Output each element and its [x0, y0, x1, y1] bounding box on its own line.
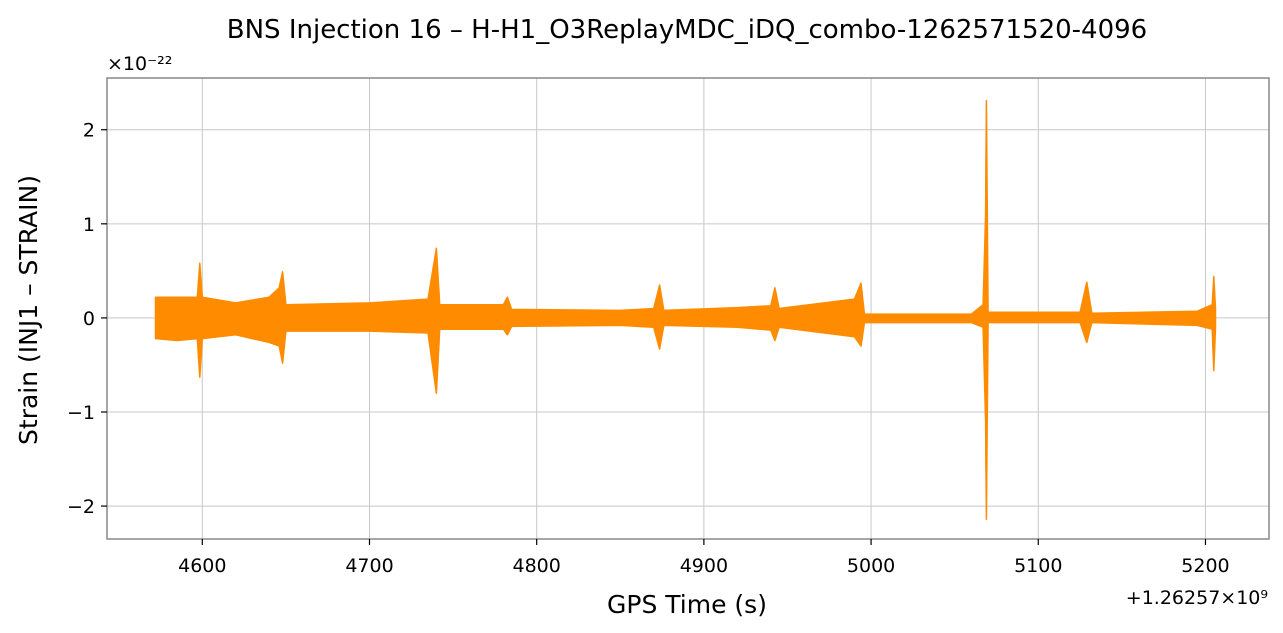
x-tick-label: 4700 — [345, 555, 393, 577]
series-strain — [154, 99, 1217, 520]
y-tick-label: 2 — [83, 120, 95, 142]
x-axis-label: GPS Time (s) — [607, 590, 767, 619]
y-tick-label: −2 — [67, 496, 95, 518]
x-tick-label: 4600 — [178, 555, 226, 577]
x-tick-label: 4900 — [680, 555, 728, 577]
y-tick-label: 0 — [83, 308, 95, 330]
y-tick-label: 1 — [83, 214, 95, 236]
plot-frame — [106, 77, 1270, 540]
x-tick-label: 4800 — [513, 555, 561, 577]
x-axis: 4600 4700 4800 4900 5000 5100 5200 — [178, 539, 1230, 577]
x-offset-label: +1.26257×10⁹ — [1126, 587, 1268, 609]
y-scale-label: ×10⁻²² — [107, 53, 172, 75]
x-tick-label: 5100 — [1014, 555, 1062, 577]
y-axis: 2 1 0 −1 −2 — [67, 120, 107, 518]
y-tick-label: −1 — [67, 402, 95, 424]
x-tick-label: 5000 — [847, 555, 895, 577]
chart-title: BNS Injection 16 – H-H1_O3ReplayMDC_iDQ_… — [227, 15, 1147, 45]
x-tick-label: 5200 — [1181, 555, 1229, 577]
y-axis-label: Strain (INJ1 – STRAIN) — [14, 175, 43, 445]
